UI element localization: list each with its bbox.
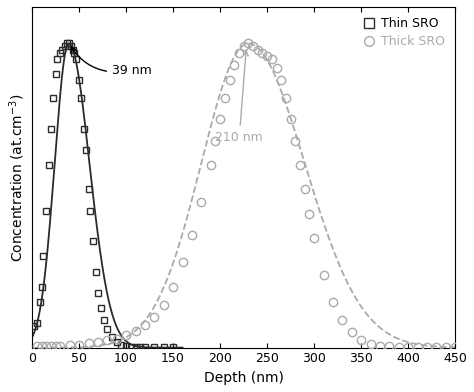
- Y-axis label: Concentration (at.cm$^{-3}$): Concentration (at.cm$^{-3}$): [7, 93, 27, 261]
- Text: 210 nm: 210 nm: [215, 51, 263, 144]
- Text: 39 nm: 39 nm: [71, 47, 152, 77]
- X-axis label: Depth (nm): Depth (nm): [204, 371, 283, 385]
- Legend: Thin SRO, Thick SRO: Thin SRO, Thick SRO: [359, 13, 449, 52]
